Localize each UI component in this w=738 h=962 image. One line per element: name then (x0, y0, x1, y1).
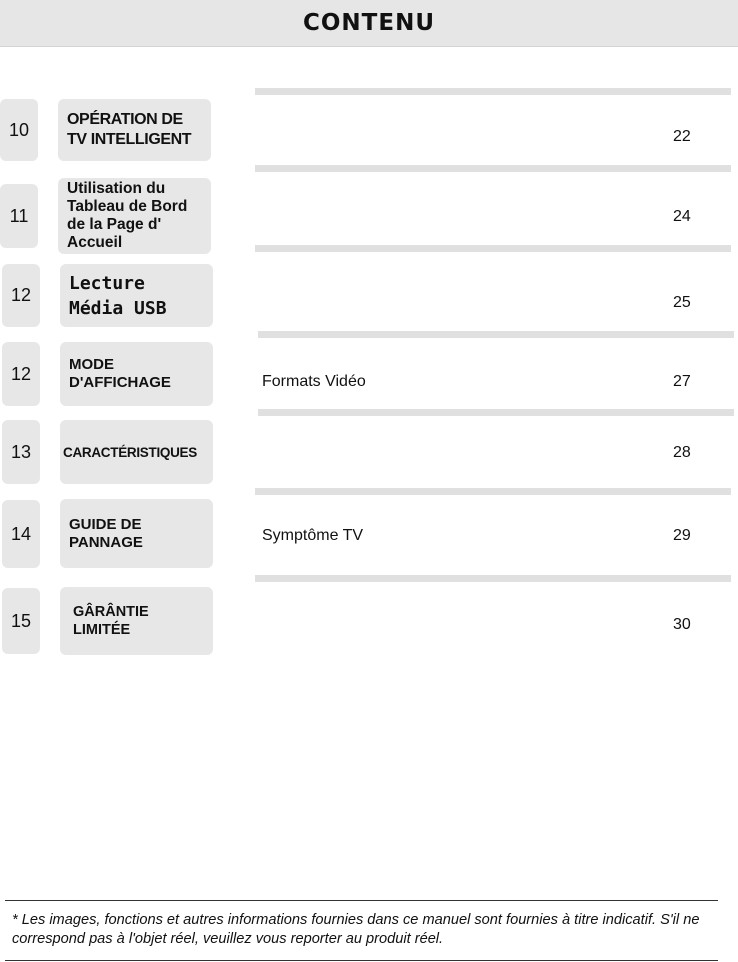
page-number: 25 (673, 294, 691, 311)
section-separator (255, 575, 731, 582)
section-item: Symptôme TV (262, 527, 364, 544)
section-separator (258, 331, 734, 338)
section-title: GÂRÂNTIE LIMITÉE (60, 587, 213, 655)
section-separator (255, 245, 731, 252)
section-title: GUIDE DE PANNAGE (60, 499, 213, 568)
section-number: 14 (2, 500, 40, 568)
section-number: 15 (2, 588, 40, 654)
section-item: Formats Vidéo (262, 373, 366, 390)
footnote-bottom-rule (5, 960, 718, 961)
page-number: 24 (673, 208, 691, 225)
footnote-text: * Les images, fonctions et autres inform… (12, 912, 700, 947)
section-number: 13 (2, 420, 40, 484)
page-header: CONTENU (0, 0, 738, 47)
section-number: 11 (0, 184, 38, 248)
section-title: OPÉRATION DE TV INTELLIGENT (58, 99, 211, 161)
section-number: 12 (2, 342, 40, 406)
page-number: 27 (673, 373, 691, 390)
section-title: Utilisation du Tableau de Bord de la Pag… (58, 178, 211, 254)
section-title: CARACTÉRISTIQUES (60, 420, 213, 484)
page-number: 30 (673, 616, 691, 633)
section-title: Lecture Média USB (60, 264, 213, 327)
page-title: CONTENU (302, 10, 435, 36)
section-number: 12 (2, 264, 40, 327)
section-separator (258, 409, 734, 416)
section-title: MODE D'AFFICHAGE (60, 342, 213, 406)
page-number: 28 (673, 444, 691, 461)
section-separator (255, 488, 731, 495)
footnote-top-rule (5, 900, 718, 901)
section-separator (255, 165, 731, 172)
section-separator (255, 88, 731, 95)
page-number: 29 (673, 527, 691, 544)
page-number: 22 (673, 128, 691, 145)
section-number: 10 (0, 99, 38, 161)
